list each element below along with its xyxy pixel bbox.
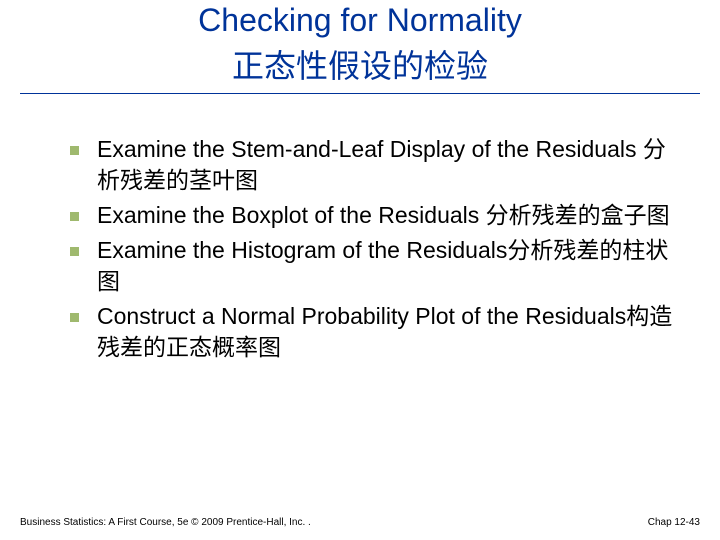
footer-left: Business Statistics: A First Course, 5e … xyxy=(20,517,311,528)
bullet-icon xyxy=(70,313,79,322)
list-item: Construct a Normal Probability Plot of t… xyxy=(70,301,680,363)
bullet-icon xyxy=(70,212,79,221)
content-area: Examine the Stem-and-Leaf Display of the… xyxy=(0,94,720,363)
title-chinese: 正态性假设的检验 xyxy=(0,41,720,87)
bullet-text: Examine the Boxplot of the Residuals 分析残… xyxy=(97,200,670,231)
list-item: Examine the Stem-and-Leaf Display of the… xyxy=(70,134,680,196)
bullet-text: Construct a Normal Probability Plot of t… xyxy=(97,301,680,363)
list-item: Examine the Boxplot of the Residuals 分析残… xyxy=(70,200,680,231)
footer-right: Chap 12-43 xyxy=(648,517,700,528)
title-english: Checking for Normality xyxy=(0,2,720,39)
bullet-icon xyxy=(70,146,79,155)
footer: Business Statistics: A First Course, 5e … xyxy=(20,517,700,528)
bullet-text: Examine the Stem-and-Leaf Display of the… xyxy=(97,134,680,196)
title-area: Checking for Normality 正态性假设的检验 xyxy=(0,0,720,87)
bullet-icon xyxy=(70,247,79,256)
list-item: Examine the Histogram of the Residuals分析… xyxy=(70,235,680,297)
bullet-text: Examine the Histogram of the Residuals分析… xyxy=(97,235,680,297)
